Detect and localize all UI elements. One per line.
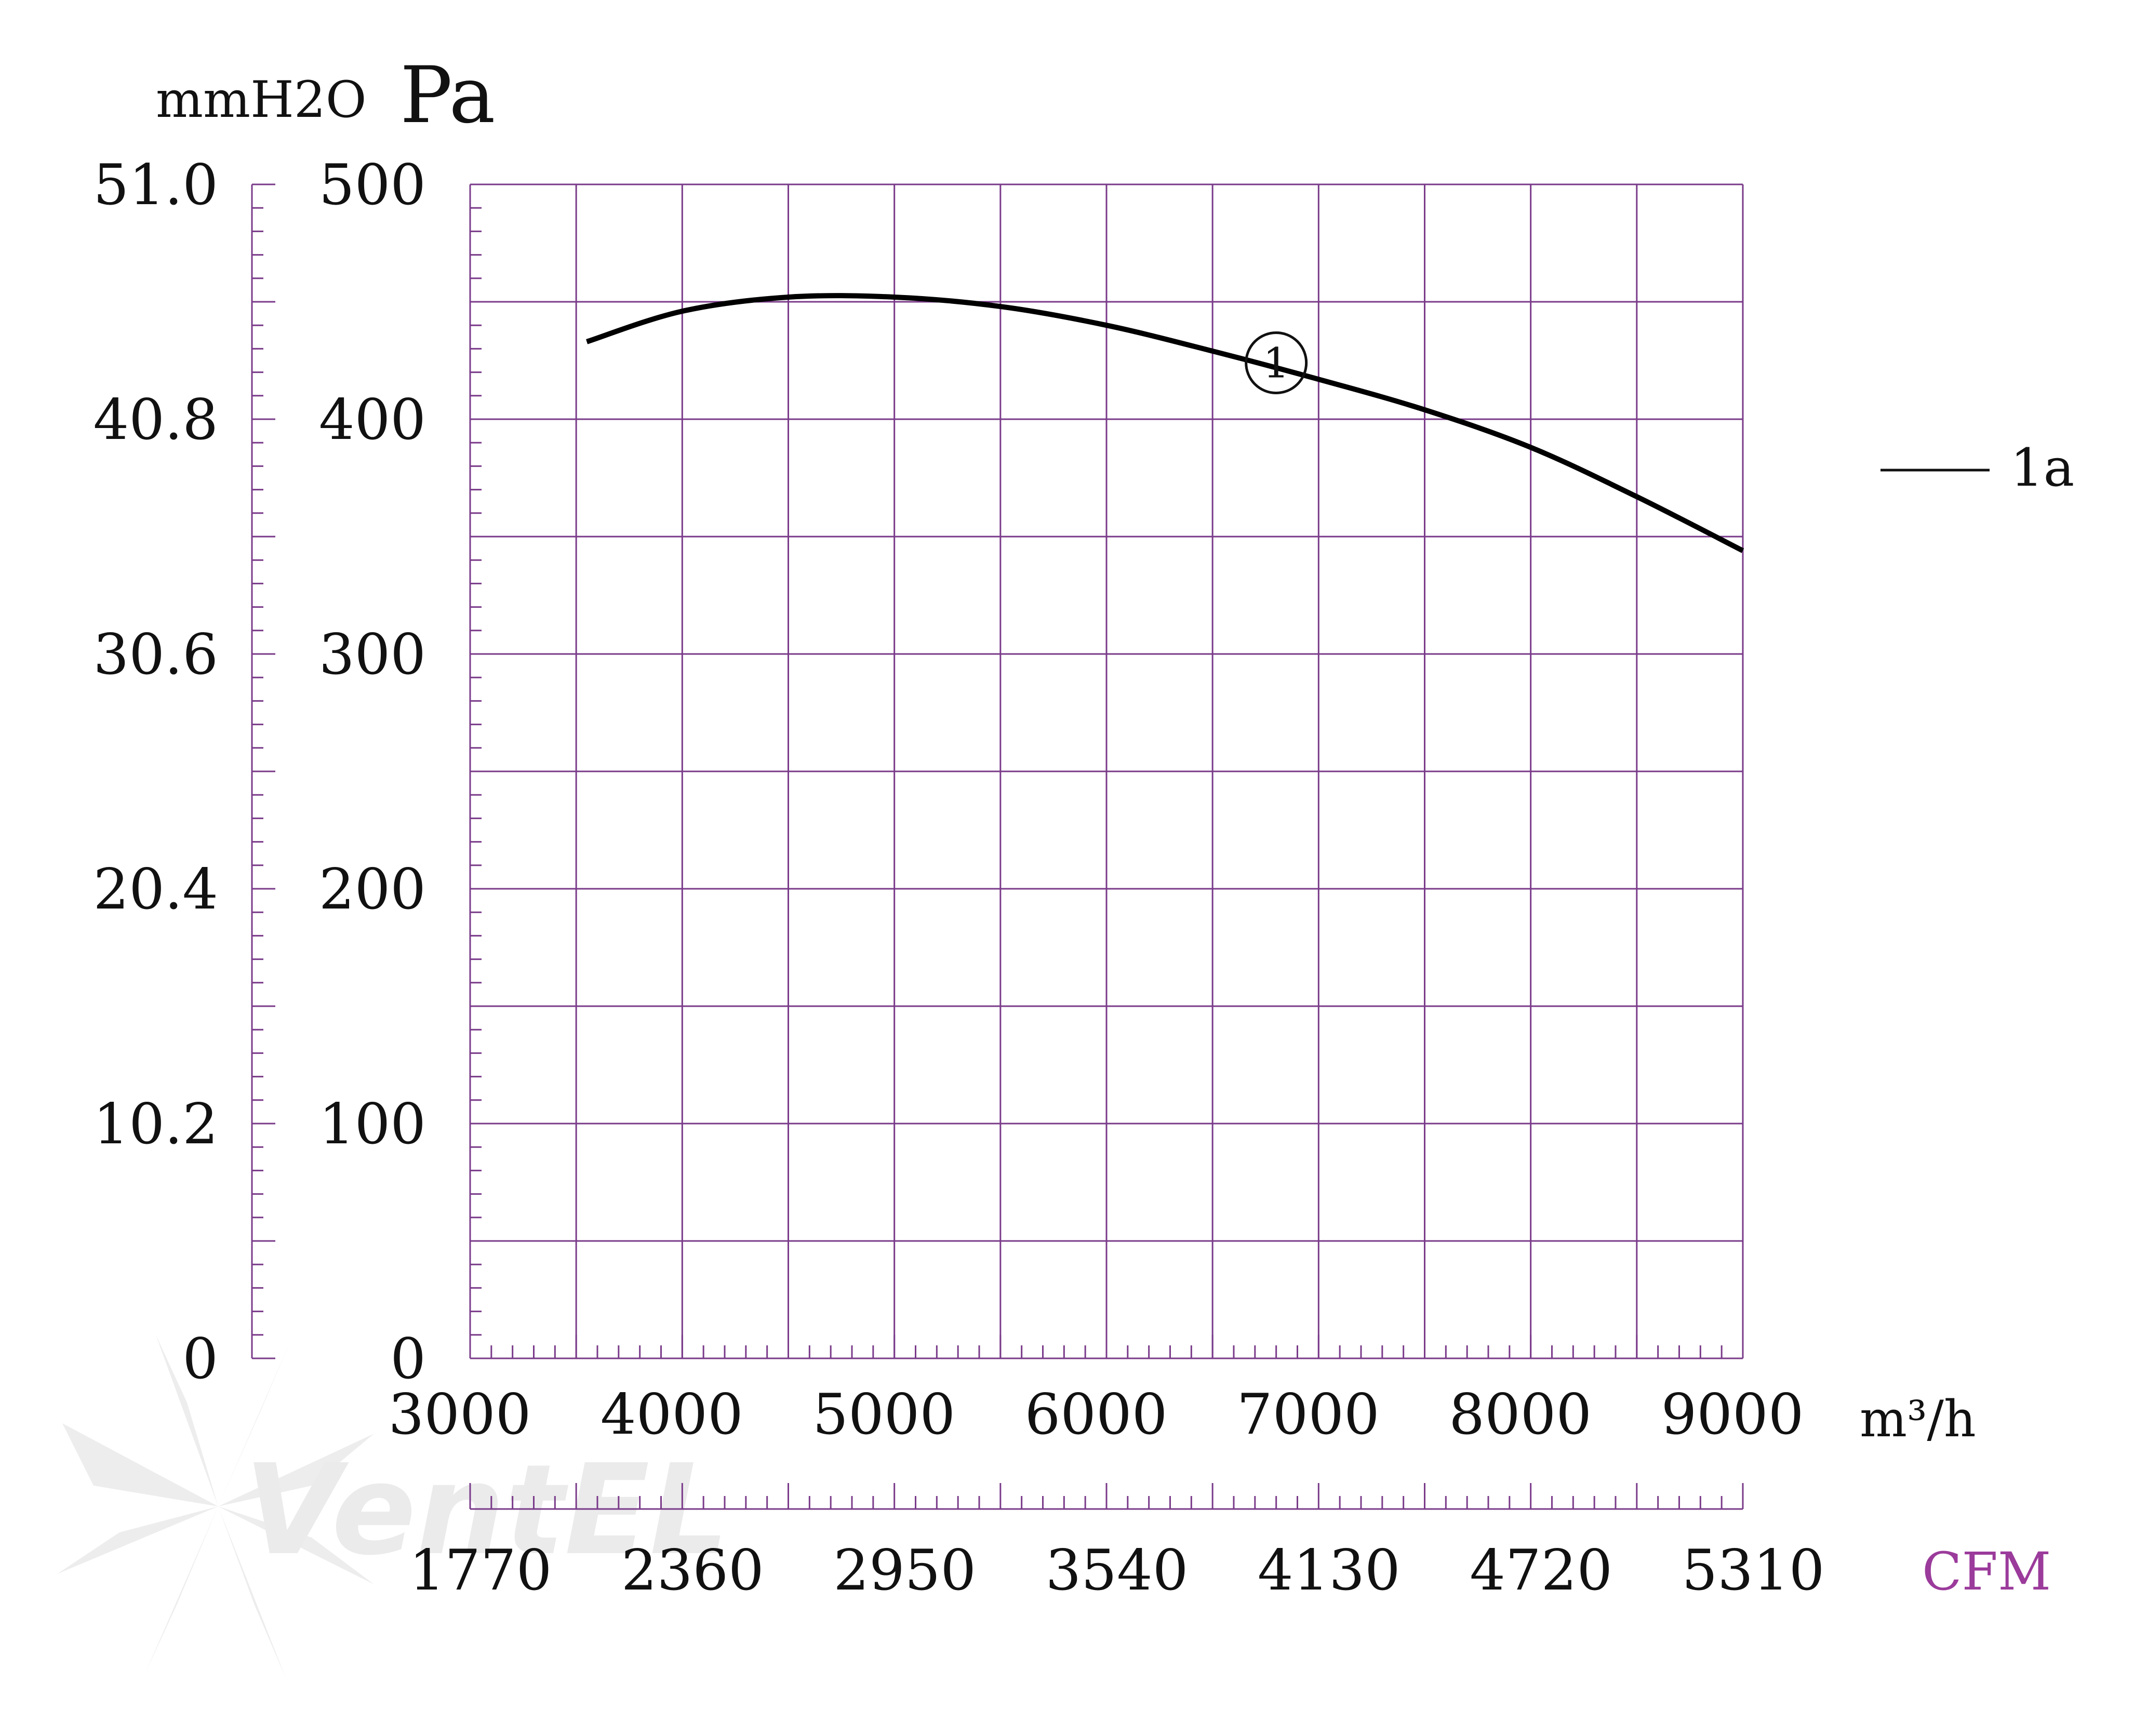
x2-tick-label: 2360: [621, 1538, 764, 1603]
chart-grid: [469, 183, 1744, 1359]
y-pa-tick-label: 500: [319, 153, 426, 218]
y-pa-tick-label: 400: [319, 388, 426, 452]
x-cfm-axis: 1770 2360 2950 3540 4130 4720 5310: [409, 1483, 1825, 1603]
y-pa-tick-label: 300: [319, 622, 426, 687]
series-line-1a: [586, 293, 1744, 553]
series-marker-1: 1: [1245, 331, 1308, 394]
y-pa-tick-label: 100: [319, 1092, 426, 1157]
y-left-tick-label: 0: [182, 1327, 218, 1392]
y-pa-unit: Pa: [400, 50, 496, 141]
watermark-logo: VentEL: [57, 1335, 729, 1678]
x2-tick-label: 2950: [833, 1538, 976, 1603]
y-pa-tick-label: 200: [319, 857, 426, 922]
x-tick-label: 5000: [812, 1382, 955, 1447]
x2-unit: CFM: [1922, 1541, 2051, 1602]
x2-tick-label: 4130: [1258, 1538, 1401, 1603]
y-left-axis: 51.0 40.8 30.6 20.4 10.2 0: [94, 153, 275, 1392]
x2-tick-label: 5310: [1682, 1538, 1825, 1603]
y-left-tick-label: 51.0: [94, 153, 218, 218]
y-left-tick-label: 10.2: [94, 1092, 218, 1157]
legend: 1a: [1880, 437, 2074, 498]
x2-tick-label: 4720: [1470, 1538, 1612, 1603]
x-tick-label: 3000: [389, 1382, 531, 1447]
y-pa-axis: 500 400 300 200 100 0: [319, 153, 426, 1392]
x-axis: 3000 4000 5000 6000 7000 8000 9000: [389, 1382, 1804, 1447]
chart-axes: [469, 183, 1744, 1359]
x2-tick-label: 1770: [409, 1538, 552, 1603]
x-tick-label: 7000: [1237, 1382, 1380, 1447]
x-unit: m³/h: [1860, 1390, 1976, 1448]
x-tick-label: 6000: [1025, 1382, 1168, 1447]
svg-text:VentEL: VentEL: [244, 1437, 729, 1583]
y-left-tick-label: 30.6: [94, 622, 218, 687]
svg-text:1: 1: [1263, 339, 1289, 387]
x-tick-label: 4000: [601, 1382, 743, 1447]
x-tick-label: 9000: [1661, 1382, 1804, 1447]
y-pa-tick-label: 0: [390, 1327, 426, 1392]
y-left-tick-label: 20.4: [94, 857, 218, 922]
x-tick-label: 8000: [1449, 1382, 1592, 1447]
y-left-unit: mmH2O: [156, 71, 367, 129]
legend-label-1a: 1a: [2010, 437, 2074, 498]
y-left-tick-label: 40.8: [94, 388, 218, 452]
x2-tick-label: 3540: [1046, 1538, 1189, 1603]
